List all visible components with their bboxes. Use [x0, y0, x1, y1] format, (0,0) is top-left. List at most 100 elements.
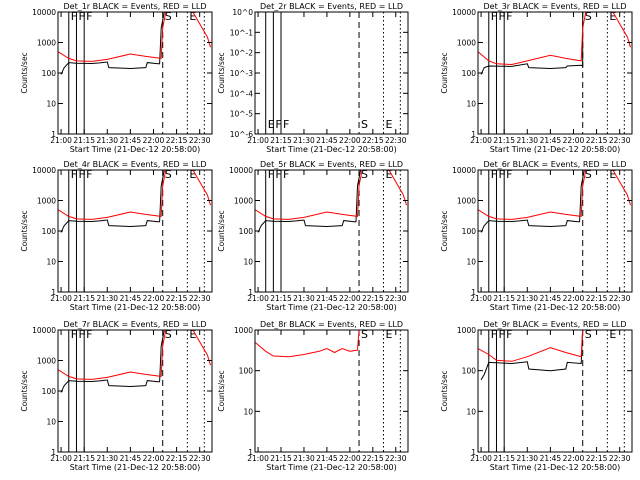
y-tick-label: 1 [248, 288, 253, 297]
y-tick-label: 10^-4 [230, 89, 254, 98]
y-tick-label: 10^-3 [230, 69, 254, 78]
x-tick-label: 22:30 [385, 454, 407, 463]
x-tick-label: 22:00 [563, 136, 585, 145]
event-marker-label: F [86, 328, 92, 341]
y-tick-label: 100 [239, 227, 254, 236]
event-marker-label: F [498, 10, 504, 23]
y-tick-label: 1000 [457, 326, 476, 335]
y-tick-label: 10 [46, 100, 56, 109]
y-tick-label: 100 [42, 69, 57, 78]
plot-frame [57, 169, 213, 293]
y-tick-label: 10000 [32, 8, 56, 17]
x-axis-label: Start Time (21-Dec-12 20:58:00) [70, 145, 201, 154]
series-line-events [257, 170, 363, 233]
plot-title: Det_4r BLACK = Events, RED = LLD [63, 160, 206, 169]
x-tick-label: 21:15 [270, 454, 292, 463]
x-tick-label: 21:15 [73, 136, 95, 145]
x-tick-label: 21:45 [540, 136, 562, 145]
plot-frame [254, 11, 409, 135]
y-tick-label: 10 [466, 258, 476, 267]
y-axis-label: Counts/sec [440, 370, 449, 411]
y-axis-label: Counts/sec [20, 370, 29, 411]
event-marker-label: F [78, 168, 84, 181]
x-tick-label: 22:00 [143, 294, 165, 303]
series-line-lld [478, 170, 631, 220]
y-tick-label: 1 [51, 288, 56, 297]
plot-title: Det_8r BLACK = Events, RED = LLD [260, 320, 403, 329]
event-marker-label: F [71, 10, 77, 23]
event-marker-label: E [386, 118, 393, 131]
y-tick-label: 1000 [457, 39, 476, 48]
y-tick-label: 10 [243, 258, 253, 267]
event-marker-label: F [506, 328, 512, 341]
y-tick-label: 10^-6 [230, 130, 254, 139]
series-line-events [480, 170, 586, 233]
x-tick-label: 21:00 [470, 294, 492, 303]
plot-title: Det_1r BLACK = Events, RED = LLD [63, 2, 206, 11]
x-tick-label: 21:00 [247, 136, 269, 145]
y-axis-label: Counts/sec [217, 210, 226, 251]
x-tick-label: 22:00 [339, 136, 361, 145]
x-tick-label: 22:00 [339, 454, 361, 463]
x-tick-label: 21:45 [316, 454, 338, 463]
y-tick-label: 1000 [234, 326, 253, 335]
x-tick-label: 21:15 [73, 454, 95, 463]
x-tick-label: 22:30 [609, 294, 631, 303]
y-tick-label: 1000 [37, 197, 56, 206]
x-axis-label: Start Time (21-Dec-12 20:58:00) [70, 463, 201, 472]
event-marker-label: E [609, 328, 616, 341]
x-tick-label: 22:30 [609, 454, 631, 463]
x-tick-label: 21:30 [516, 136, 538, 145]
x-tick-label: 21:45 [540, 454, 562, 463]
y-axis-label: Counts/sec [20, 210, 29, 251]
series-line-events [480, 330, 584, 380]
series-line-events [60, 12, 166, 75]
x-tick-label: 21:30 [96, 136, 118, 145]
plot-frame [477, 11, 633, 135]
event-marker-label: E [189, 168, 196, 181]
plot-frame [254, 169, 409, 293]
x-tick-label: 22:30 [189, 136, 211, 145]
x-tick-label: 22:15 [586, 454, 608, 463]
y-axis-label: Counts/sec [440, 210, 449, 251]
event-marker-label: F [71, 328, 77, 341]
event-marker-label: F [78, 10, 84, 23]
y-tick-label: 1 [51, 448, 56, 457]
x-axis-label: Start Time (21-Dec-12 20:58:00) [266, 303, 397, 312]
series-line-events [480, 12, 584, 75]
x-axis-label: Start Time (21-Dec-12 20:58:00) [490, 303, 621, 312]
event-marker-label: F [506, 168, 512, 181]
event-marker-label: S [585, 168, 592, 181]
y-tick-label: 10^0 [232, 8, 253, 17]
x-tick-label: 21:30 [293, 454, 315, 463]
x-tick-label: 21:30 [96, 454, 118, 463]
x-tick-label: 21:00 [247, 294, 269, 303]
x-axis-label: Start Time (21-Dec-12 20:58:00) [266, 463, 397, 472]
y-tick-label: 100 [239, 367, 254, 376]
x-axis-label: Start Time (21-Dec-12 20:58:00) [70, 303, 201, 312]
plot-frame [477, 169, 633, 293]
y-tick-label: 100 [42, 387, 57, 396]
y-tick-label: 1 [471, 288, 476, 297]
event-marker-label: E [386, 328, 393, 341]
x-tick-label: 21:15 [493, 454, 515, 463]
series-line-lld [255, 330, 361, 358]
x-tick-label: 21:30 [293, 294, 315, 303]
y-axis-label: Counts/sec [217, 52, 226, 93]
plot-title: Det_2r BLACK = Events, RED = LLD [260, 2, 403, 11]
x-tick-label: 22:00 [563, 454, 585, 463]
x-tick-label: 22:00 [563, 294, 585, 303]
x-tick-label: 21:00 [50, 454, 72, 463]
x-tick-label: 22:30 [189, 294, 211, 303]
y-tick-label: 10 [46, 258, 56, 267]
y-tick-label: 10^-1 [230, 28, 254, 37]
x-tick-label: 22:15 [166, 136, 188, 145]
x-tick-label: 21:00 [50, 294, 72, 303]
y-tick-label: 10000 [452, 166, 476, 175]
x-tick-label: 21:45 [316, 136, 338, 145]
event-marker-label: S [361, 118, 368, 131]
y-tick-label: 1000 [37, 357, 56, 366]
